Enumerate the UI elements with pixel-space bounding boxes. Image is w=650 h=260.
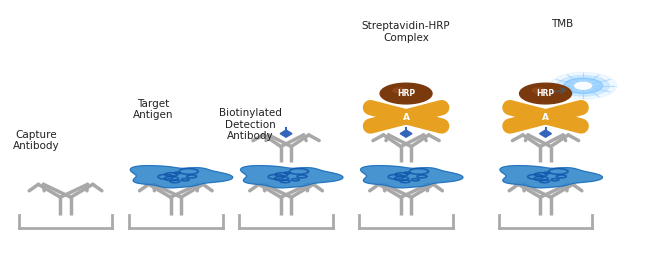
Text: HRP: HRP [397,89,415,98]
Circle shape [564,78,603,94]
Circle shape [575,82,592,89]
Circle shape [557,75,609,96]
Polygon shape [540,130,551,137]
Polygon shape [240,166,343,188]
Circle shape [519,83,571,104]
Circle shape [570,81,596,91]
Circle shape [380,83,432,104]
Circle shape [549,72,617,99]
Text: Target
Antigen: Target Antigen [133,99,174,120]
Text: Streptavidin-HRP
Complex: Streptavidin-HRP Complex [362,21,450,43]
Text: A: A [542,113,549,122]
Text: TMB: TMB [551,19,573,29]
Circle shape [393,88,406,93]
Text: A: A [402,113,410,122]
Polygon shape [500,166,603,188]
Polygon shape [130,166,233,188]
Text: Biotinylated
Detection
Antibody: Biotinylated Detection Antibody [219,108,282,141]
Polygon shape [400,130,412,137]
Circle shape [532,88,545,93]
Polygon shape [361,166,463,188]
Text: Capture
Antibody: Capture Antibody [13,129,60,151]
Polygon shape [280,130,292,137]
Text: HRP: HRP [536,89,554,98]
